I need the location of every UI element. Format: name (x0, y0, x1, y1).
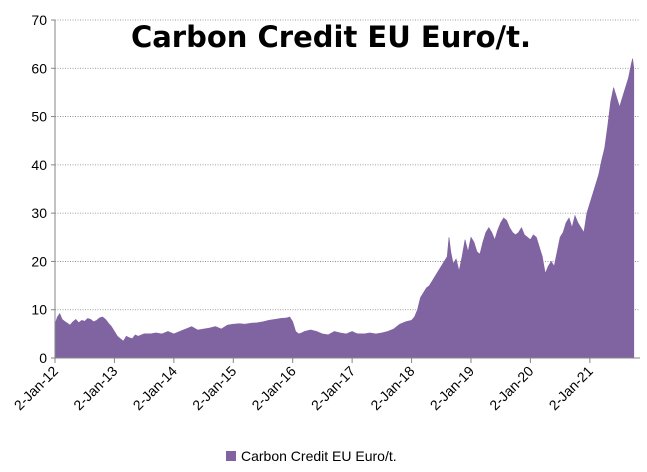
axes (54, 20, 640, 359)
y-tick-label: 70 (31, 12, 47, 28)
y-tick-label: 40 (31, 157, 47, 173)
gridlines (55, 19, 640, 311)
series-area (54, 58, 635, 359)
x-tick-label: 2-Jan-21 (546, 363, 597, 414)
y-tick-label: 20 (31, 253, 47, 269)
chart-title: Carbon Credit EU Euro/t. (131, 20, 531, 54)
x-tick-label: 2-Jan-16 (248, 363, 299, 414)
x-tick-label: 2-Jan-20 (486, 363, 537, 414)
x-tick-label: 2-Jan-15 (189, 363, 240, 414)
y-tick-label: 10 (31, 302, 47, 318)
legend: Carbon Credit EU Euro/t. (226, 448, 397, 464)
y-tick-label: 0 (39, 350, 47, 366)
x-tick-label: 2-Jan-14 (130, 363, 181, 414)
legend-label: Carbon Credit EU Euro/t. (241, 448, 397, 464)
x-tick-label: 2-Jan-17 (308, 363, 359, 414)
y-tick-label: 50 (31, 109, 47, 125)
y-tick-label: 60 (31, 60, 47, 76)
y-tick-labels: 0 10 20 30 40 50 60 70 (31, 12, 55, 366)
x-tick-label: 2-Jan-13 (70, 363, 121, 414)
area-layer (54, 58, 635, 359)
x-tick-label: 2-Jan-19 (427, 363, 478, 414)
legend-swatch (226, 451, 236, 461)
y-tick-label: 30 (31, 205, 47, 221)
x-tick-label: 2-Jan-12 (11, 363, 62, 414)
x-tick-labels: 2-Jan-12 2-Jan-13 2-Jan-14 2-Jan-15 2-Jan-16… (11, 358, 596, 413)
x-tick-label: 2-Jan-18 (367, 363, 418, 414)
